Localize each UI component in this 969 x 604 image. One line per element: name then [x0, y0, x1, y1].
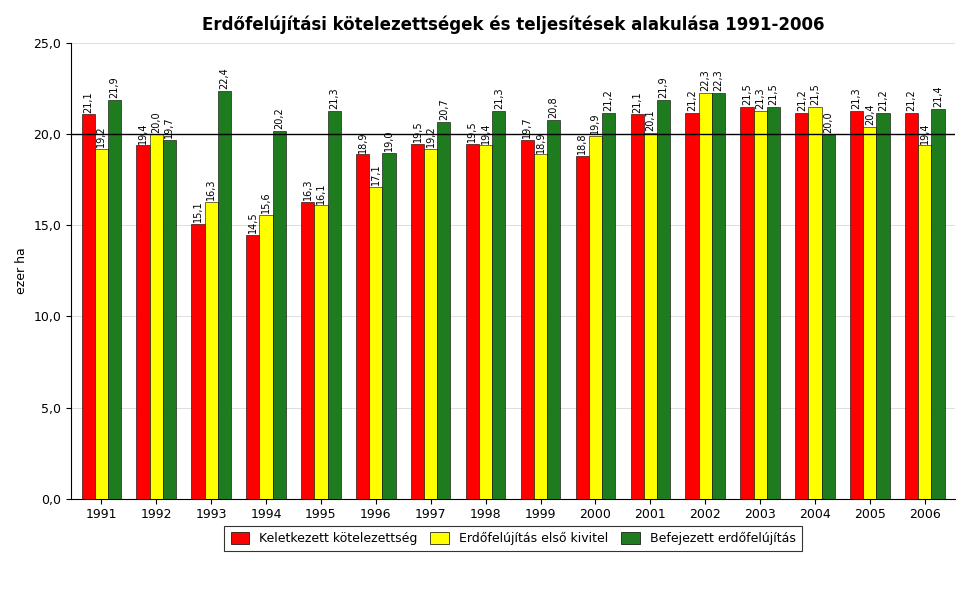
Text: 20,0: 20,0: [823, 111, 832, 133]
Bar: [698, 92, 711, 498]
Bar: [81, 114, 95, 498]
Bar: [795, 112, 807, 498]
Text: 21,3: 21,3: [493, 88, 503, 109]
Bar: [246, 234, 259, 498]
Text: 21,3: 21,3: [754, 88, 765, 109]
Text: 20,0: 20,0: [151, 111, 161, 133]
Bar: [520, 140, 533, 498]
Bar: [533, 155, 547, 498]
Text: 19,9: 19,9: [590, 113, 600, 135]
Bar: [904, 112, 918, 498]
Text: 21,5: 21,5: [767, 83, 777, 105]
Bar: [685, 112, 698, 498]
Bar: [807, 107, 821, 498]
Text: 18,9: 18,9: [358, 131, 367, 153]
Text: 19,7: 19,7: [522, 117, 532, 138]
Bar: [272, 131, 286, 498]
Text: 21,3: 21,3: [328, 88, 339, 109]
Text: 20,8: 20,8: [548, 97, 558, 118]
Bar: [423, 149, 437, 498]
Bar: [918, 146, 930, 498]
Bar: [753, 111, 766, 498]
Bar: [602, 112, 614, 498]
Text: 21,5: 21,5: [809, 83, 819, 105]
Bar: [849, 111, 862, 498]
Text: 19,4: 19,4: [480, 122, 490, 144]
Bar: [821, 135, 834, 498]
Bar: [876, 112, 889, 498]
Text: 21,2: 21,2: [603, 89, 613, 111]
Text: 22,3: 22,3: [712, 69, 723, 91]
Text: 20,1: 20,1: [644, 109, 655, 131]
Text: 19,4: 19,4: [919, 122, 929, 144]
Bar: [588, 137, 602, 498]
Bar: [711, 92, 724, 498]
Bar: [217, 91, 231, 498]
Bar: [314, 205, 328, 498]
Text: 21,9: 21,9: [658, 76, 668, 98]
Bar: [369, 187, 382, 498]
Text: 21,2: 21,2: [877, 89, 888, 111]
Bar: [479, 146, 491, 498]
Bar: [191, 223, 204, 498]
Bar: [95, 149, 108, 498]
Text: 21,2: 21,2: [796, 89, 806, 111]
Text: 18,8: 18,8: [577, 133, 586, 155]
Bar: [204, 202, 217, 498]
Text: 16,3: 16,3: [206, 178, 216, 200]
Text: 16,3: 16,3: [302, 178, 312, 200]
Bar: [437, 121, 450, 498]
Text: 20,2: 20,2: [274, 107, 284, 129]
Bar: [356, 155, 369, 498]
Text: 22,3: 22,3: [700, 69, 709, 91]
Text: 20,7: 20,7: [438, 98, 449, 120]
Text: 19,5: 19,5: [412, 120, 422, 142]
Text: 19,2: 19,2: [425, 126, 435, 147]
Bar: [656, 100, 670, 498]
Text: 16,1: 16,1: [316, 182, 326, 204]
Text: 21,9: 21,9: [109, 76, 119, 98]
Bar: [547, 120, 560, 498]
Bar: [739, 107, 753, 498]
Text: 18,9: 18,9: [535, 131, 545, 153]
Text: 21,2: 21,2: [686, 89, 697, 111]
Bar: [108, 100, 121, 498]
Text: 19,5: 19,5: [467, 120, 477, 142]
Bar: [382, 153, 395, 498]
Bar: [328, 111, 340, 498]
Text: 21,4: 21,4: [932, 86, 942, 107]
Bar: [137, 146, 149, 498]
Text: 21,1: 21,1: [632, 91, 641, 112]
Bar: [411, 144, 423, 498]
Bar: [766, 107, 779, 498]
Text: 21,2: 21,2: [906, 89, 916, 111]
Text: 19,0: 19,0: [384, 129, 393, 151]
Bar: [930, 109, 944, 498]
Bar: [300, 202, 314, 498]
Bar: [163, 140, 175, 498]
Text: 14,5: 14,5: [248, 211, 258, 233]
Text: 15,1: 15,1: [193, 200, 203, 222]
Bar: [491, 111, 505, 498]
Legend: Keletkezett kötelezettség, Erdőfelújítás első kivitel, Befejezett erdőfelújítás: Keletkezett kötelezettség, Erdőfelújítás…: [224, 526, 800, 551]
Bar: [465, 144, 479, 498]
Text: 20,4: 20,4: [864, 104, 874, 125]
Text: 19,7: 19,7: [165, 117, 174, 138]
Bar: [630, 114, 643, 498]
Bar: [259, 214, 272, 498]
Text: 19,2: 19,2: [96, 126, 107, 147]
Text: 15,6: 15,6: [261, 191, 270, 213]
Text: 17,1: 17,1: [370, 164, 381, 185]
Bar: [643, 133, 656, 498]
Bar: [862, 127, 876, 498]
Text: 21,3: 21,3: [851, 88, 860, 109]
Text: 21,5: 21,5: [741, 83, 751, 105]
Bar: [575, 156, 588, 498]
Text: 19,4: 19,4: [138, 122, 148, 144]
Text: 22,4: 22,4: [219, 67, 229, 89]
Text: 21,1: 21,1: [83, 91, 93, 112]
Title: Erdőfelújítási kötelezettségek és teljesítések alakulása 1991-2006: Erdőfelújítási kötelezettségek és teljes…: [202, 15, 824, 33]
Y-axis label: ezer ha: ezer ha: [15, 248, 28, 294]
Bar: [149, 135, 163, 498]
